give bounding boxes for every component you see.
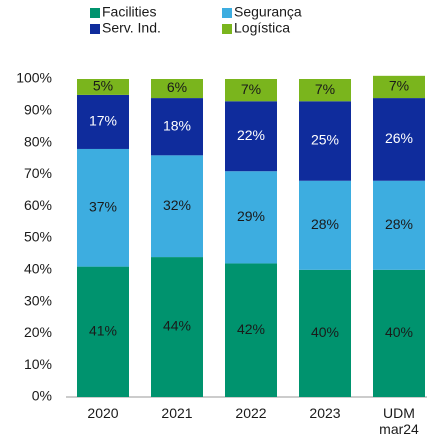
y-tick-label: 60% (24, 197, 52, 213)
data-label: 5% (93, 78, 113, 94)
x-tick-label: 2021 (161, 405, 193, 421)
x-tick-label: 2022 (235, 405, 267, 421)
data-label: 29% (237, 208, 265, 224)
y-tick-label: 20% (24, 324, 52, 340)
data-label: 40% (311, 324, 339, 340)
data-label: 7% (315, 81, 335, 97)
data-label: 32% (163, 197, 191, 213)
data-label: 28% (311, 216, 339, 232)
bar-segment (151, 79, 203, 99)
y-tick-label: 100% (16, 70, 52, 86)
bar-segment (151, 155, 203, 258)
data-label: 26% (385, 130, 413, 146)
legend-swatch (222, 8, 232, 18)
bar-segment (151, 98, 203, 156)
data-label: 37% (89, 198, 117, 214)
x-tick-label: 2020 (87, 405, 119, 421)
bar-segment (225, 263, 277, 397)
data-label: 7% (241, 81, 261, 97)
bar-segment (225, 171, 277, 264)
y-tick-label: 80% (24, 133, 52, 149)
y-tick-label: 0% (32, 388, 52, 404)
x-tick-label: UDM mar24 (379, 405, 419, 437)
bar-segment (77, 94, 129, 149)
legend-label: Serv. Ind. (102, 20, 161, 36)
data-label: 44% (163, 318, 191, 334)
data-label: 7% (389, 78, 409, 94)
data-label: 17% (89, 113, 117, 129)
data-label: 42% (237, 321, 265, 337)
bar-segment (225, 79, 277, 102)
x-tick-label: 2023 (309, 405, 341, 421)
bar-segment (373, 269, 425, 397)
bar-segment (77, 79, 129, 95)
bar-segment (299, 180, 351, 270)
y-tick-label: 40% (24, 261, 52, 277)
bar-segment (151, 257, 203, 397)
bar-segment (77, 266, 129, 397)
bar-segment (373, 98, 425, 181)
bar-segment (225, 101, 277, 172)
data-label: 18% (163, 117, 191, 133)
bar-segment (77, 148, 129, 267)
y-tick-label: 30% (24, 292, 52, 308)
legend-label: Logística (234, 20, 290, 36)
bar-segment (299, 101, 351, 181)
data-label: 22% (237, 127, 265, 143)
data-label: 41% (89, 323, 117, 339)
bar-segment (299, 269, 351, 397)
data-label: 6% (167, 79, 187, 95)
data-label: 25% (311, 132, 339, 148)
y-tick-label: 90% (24, 102, 52, 118)
legend-label: Facilities (102, 4, 156, 20)
y-tick-label: 50% (24, 229, 52, 245)
bar-segment (373, 180, 425, 270)
data-label: 28% (385, 216, 413, 232)
bar-segment (373, 75, 425, 99)
legend-swatch (90, 24, 100, 34)
y-tick-label: 70% (24, 165, 52, 181)
legend-swatch (90, 8, 100, 18)
legend-label: Segurança (234, 4, 302, 20)
bar-segment (299, 79, 351, 102)
y-tick-label: 10% (24, 356, 52, 372)
legend-swatch (222, 24, 232, 34)
data-label: 40% (385, 324, 413, 340)
